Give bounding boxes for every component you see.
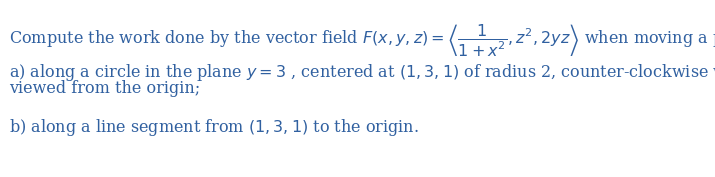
Text: viewed from the origin;: viewed from the origin; [9,80,200,97]
Text: b) along a line segment from $(1, 3, 1)$ to the origin.: b) along a line segment from $(1, 3, 1)$… [9,117,419,138]
Text: a) along a circle in the plane $y = 3$ , centered at $(1, 3, 1)$ of radius 2, co: a) along a circle in the plane $y = 3$ ,… [9,62,715,83]
Text: Compute the work done by the vector field $F(x, y, z) = \left\langle \dfrac{1}{1: Compute the work done by the vector fiel… [9,22,715,58]
